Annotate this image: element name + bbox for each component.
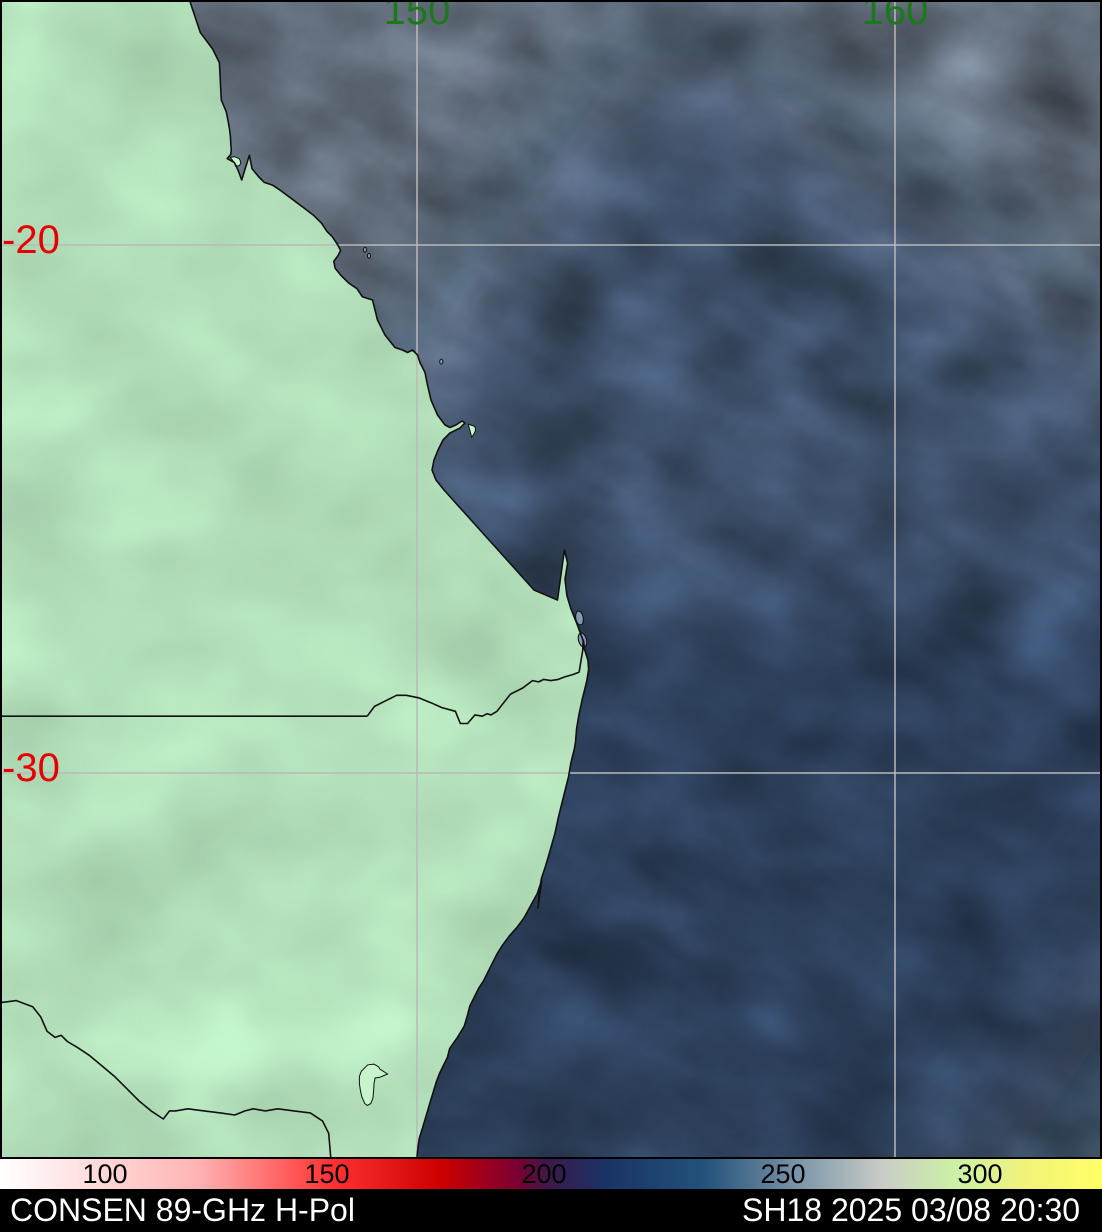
svg-text:150: 150 [304, 1159, 349, 1189]
svg-text:-30: -30 [2, 746, 60, 790]
svg-text:CONSEN 89-GHz H-Pol: CONSEN 89-GHz H-Pol [10, 1192, 355, 1228]
svg-text:250: 250 [760, 1159, 805, 1189]
svg-text:100: 100 [82, 1159, 127, 1189]
svg-text:150: 150 [384, 0, 451, 33]
svg-text:SH18 2025 03/08 20:30: SH18 2025 03/08 20:30 [742, 1192, 1080, 1228]
svg-text:200: 200 [521, 1159, 566, 1189]
svg-text:-20: -20 [2, 218, 60, 262]
svg-text:300: 300 [957, 1159, 1002, 1189]
svg-text:160: 160 [862, 0, 929, 33]
